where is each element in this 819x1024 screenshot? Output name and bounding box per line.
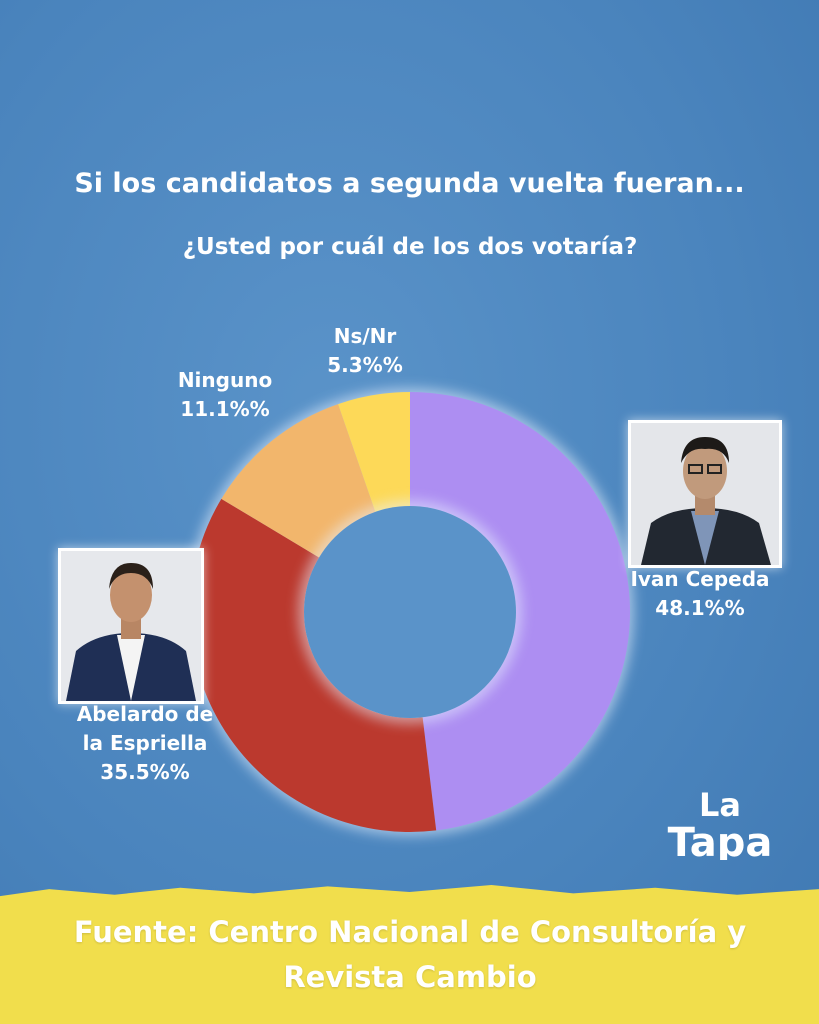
label-cepeda-value: 48.1%%: [655, 596, 745, 620]
label-nsnr-name: Ns/Nr: [333, 324, 397, 348]
svg-text:Tapa: Tapa: [668, 820, 773, 860]
label-nsnr: Ns/Nr 5.3%%: [300, 322, 430, 380]
donut-hole: [304, 506, 516, 718]
slice-ninguno: [221, 404, 376, 558]
la-tapa-logo: La Tapa: [668, 786, 773, 860]
chart-subtitle: ¿Usted por cuál de los dos votaría?: [182, 234, 638, 260]
label-abelardo-name-2: la Espriella: [82, 731, 208, 755]
slice-ns-nr: [338, 392, 410, 512]
label-nsnr-value: 5.3%%: [327, 353, 403, 377]
cepeda-portrait-icon: [631, 423, 779, 565]
label-cepeda-name: Ivan Cepeda: [630, 567, 770, 591]
cepeda-photo: [628, 420, 782, 568]
chart-title: Si los candidatos a segunda vuelta fuera…: [74, 168, 745, 199]
footer-band: [0, 885, 819, 1024]
abelardo-photo: [58, 548, 204, 704]
label-abelardo-name-1: Abelardo de: [76, 702, 214, 726]
source-line-2: Revista Cambio: [283, 960, 537, 994]
label-abelardo: Abelardo de la Espriella 35.5%%: [40, 700, 250, 787]
label-ninguno-name: Ninguno: [177, 368, 273, 392]
abelardo-portrait-icon: [61, 551, 201, 701]
svg-text:La: La: [699, 786, 741, 824]
label-abelardo-value: 35.5%%: [100, 760, 190, 784]
source-text: Fuente: Centro Nacional de Consultoría y…: [20, 910, 800, 1000]
label-cepeda: Ivan Cepeda 48.1%%: [610, 565, 790, 623]
label-ninguno: Ninguno 11.1%%: [160, 366, 290, 424]
label-ninguno-value: 11.1%%: [180, 397, 270, 421]
source-line-1: Fuente: Centro Nacional de Consultoría y: [73, 915, 747, 949]
